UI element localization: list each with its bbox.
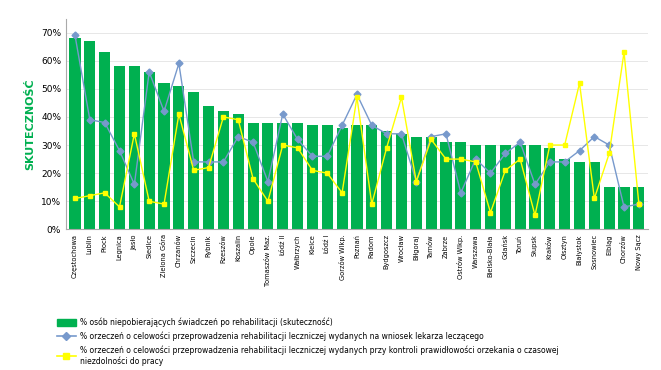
Bar — [336, 128, 348, 229]
Bar — [85, 41, 95, 229]
Bar — [322, 125, 333, 229]
Y-axis label: SKUTECZNOŚĆ: SKUTECZNOŚĆ — [26, 78, 36, 170]
Bar — [218, 111, 229, 229]
Bar — [277, 122, 288, 229]
Bar — [589, 162, 600, 229]
Bar — [292, 122, 303, 229]
Bar — [396, 134, 407, 229]
Bar — [515, 145, 525, 229]
Bar — [352, 125, 362, 229]
Bar — [173, 86, 184, 229]
Bar — [559, 159, 570, 229]
Bar — [426, 137, 437, 229]
Bar — [114, 66, 125, 229]
Bar — [619, 187, 629, 229]
Bar — [470, 145, 481, 229]
Bar — [247, 122, 258, 229]
Bar — [455, 142, 467, 229]
Bar — [233, 114, 244, 229]
Bar — [410, 137, 422, 229]
Bar — [440, 142, 451, 229]
Bar — [262, 122, 274, 229]
Bar — [129, 66, 140, 229]
Bar — [529, 145, 541, 229]
Bar — [603, 187, 615, 229]
Bar — [69, 38, 81, 229]
Bar — [381, 131, 392, 229]
Legend: % osób niepobierających świadczeń po rehabilitacji (skuteczność), % orzeczeń o c: % osób niepobierających świadczeń po reh… — [57, 317, 559, 366]
Bar — [143, 72, 155, 229]
Bar — [99, 52, 110, 229]
Bar — [485, 145, 496, 229]
Bar — [544, 148, 555, 229]
Bar — [633, 187, 644, 229]
Bar — [159, 83, 170, 229]
Bar — [188, 92, 199, 229]
Bar — [366, 125, 377, 229]
Bar — [307, 125, 318, 229]
Bar — [500, 145, 511, 229]
Bar — [203, 106, 214, 229]
Bar — [574, 162, 585, 229]
